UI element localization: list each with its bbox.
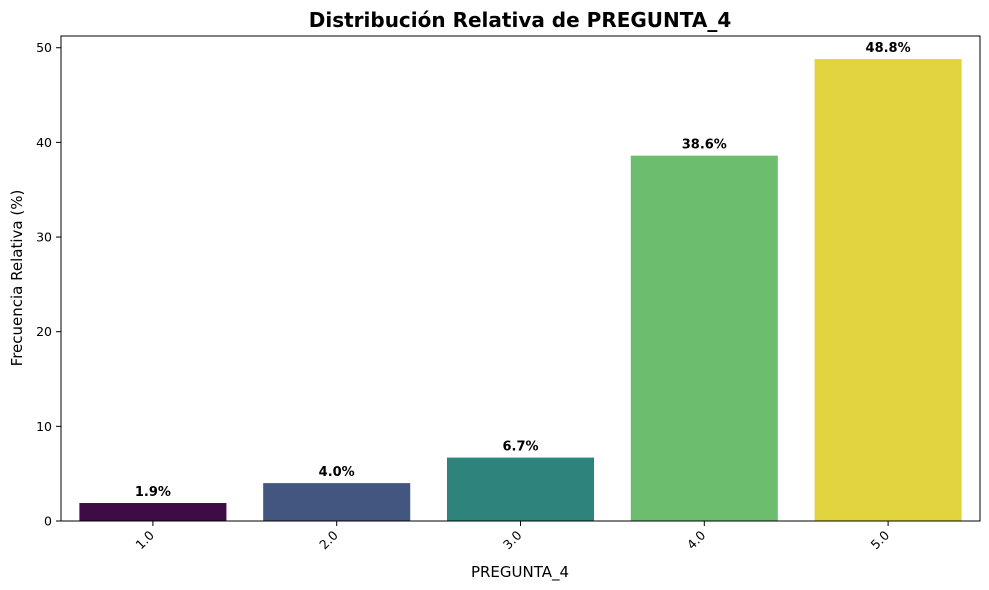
bar-4.0 [630, 155, 778, 521]
y-tick-label-20: 20 [36, 324, 52, 339]
bar-3.0 [446, 457, 595, 521]
data-label-4.0: 38.6% [682, 138, 727, 153]
x-tick-label-4.0: 4.0 [684, 527, 709, 552]
bar-2.0 [263, 483, 411, 521]
chart-title: Distribución Relativa de PREGUNTA_4 [309, 8, 732, 32]
x-tick-label-3.0: 3.0 [500, 527, 525, 552]
data-label-2.0: 4.0% [319, 465, 355, 480]
y-tick-label-10: 10 [36, 419, 52, 434]
y-tick-label-40: 40 [36, 135, 52, 150]
plot-area: 1.9% 4.0% 6.7% 38.6% 48.8% 0 10 20 30 40 50 1.0 2.0 3… [36, 35, 981, 552]
y-axis-label: Frecuencia Relativa (%) [8, 190, 26, 367]
data-label-1.0: 1.9% [135, 485, 171, 500]
y-tick-label-30: 30 [36, 230, 52, 245]
x-axis-label: PREGUNTA_4 [471, 563, 569, 582]
data-label-3.0: 6.7% [502, 440, 538, 455]
y-tick-label-0: 0 [44, 514, 52, 529]
bar-1.0 [79, 503, 227, 521]
data-label-5.0: 48.8% [866, 41, 911, 56]
x-tick-label-1.0: 1.0 [132, 527, 157, 552]
x-tick-label-5.0: 5.0 [868, 527, 893, 552]
y-tick-label-50: 50 [36, 40, 52, 55]
bar-5.0 [814, 59, 962, 521]
x-tick-label-2.0: 2.0 [316, 527, 341, 552]
